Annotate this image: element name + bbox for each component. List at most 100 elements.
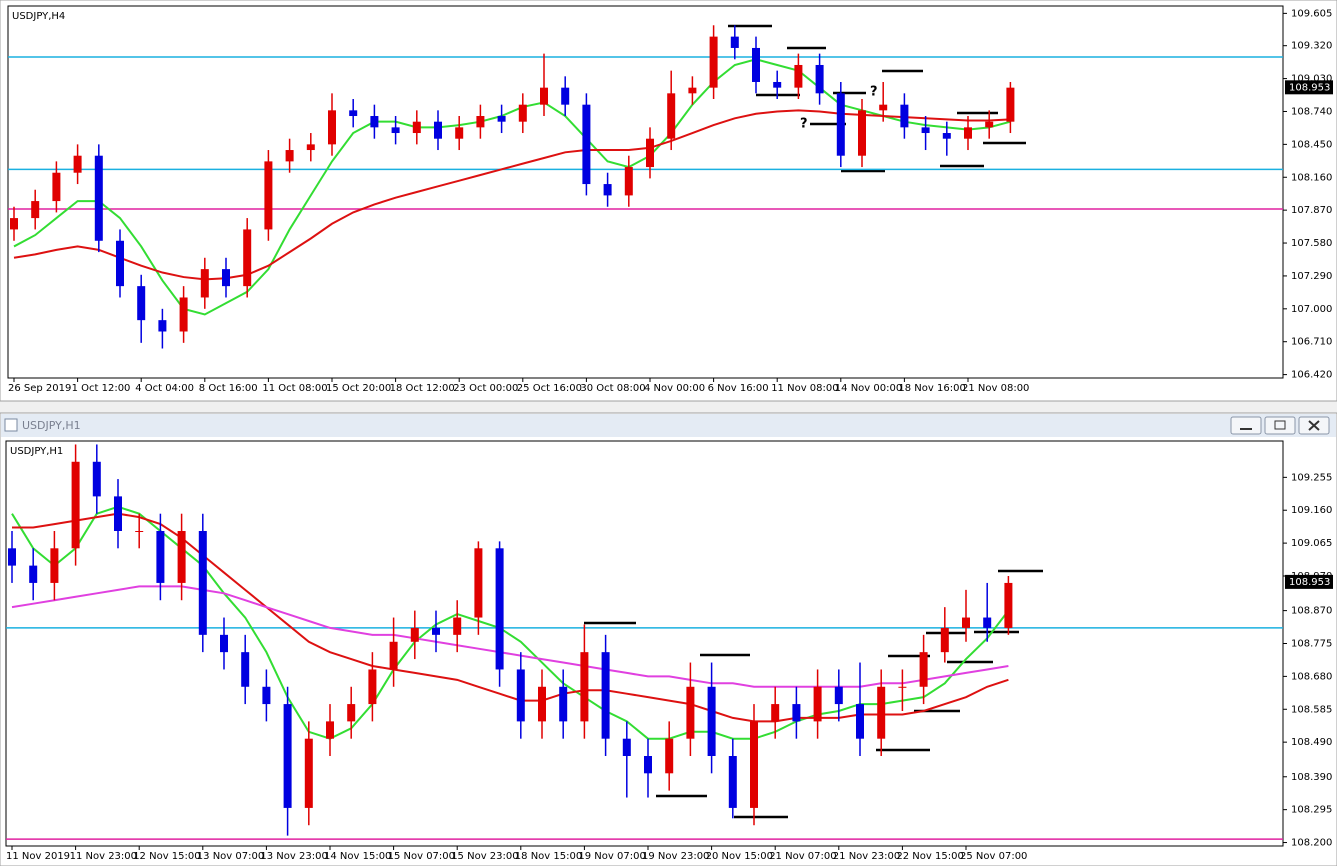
candle-body xyxy=(879,104,888,111)
candle-body xyxy=(667,93,676,139)
candle-body xyxy=(622,738,631,756)
candle-body xyxy=(391,127,400,134)
last-price-box xyxy=(1285,574,1333,589)
x-tick-label: 18 Nov 16:00 xyxy=(898,383,965,394)
x-tick-label: 12 Nov 15:00 xyxy=(133,851,200,862)
candle-body xyxy=(412,121,421,134)
candle-body xyxy=(495,548,504,670)
candle-body xyxy=(94,155,103,241)
candle-body xyxy=(624,167,633,196)
candle-body xyxy=(582,104,591,185)
candle-body xyxy=(962,617,970,628)
y-tick-label: 108.740 xyxy=(1291,106,1332,117)
y-tick-label: 108.390 xyxy=(1291,772,1332,783)
x-tick-label: 15 Oct 20:00 xyxy=(326,383,391,394)
x-tick-label: 26 Sep 2019 xyxy=(8,383,71,394)
candle-body xyxy=(156,531,165,583)
candle-body xyxy=(898,686,907,688)
y-tick-label: 109.255 xyxy=(1291,472,1332,483)
candle-body xyxy=(815,64,824,94)
candle-body xyxy=(389,641,398,670)
chart: USDJPY,H4 109.605 109.320 109.030 108.740 108… xyxy=(8,8,1333,394)
candle-body xyxy=(304,738,313,808)
candle-body xyxy=(921,127,930,134)
y-tick-label: 107.580 xyxy=(1291,238,1332,249)
x-tick-label: 21 Nov 07:00 xyxy=(769,851,836,862)
candle-body xyxy=(177,531,186,583)
candle-body xyxy=(983,617,992,628)
candle-body xyxy=(644,756,652,774)
candle-body xyxy=(646,138,654,168)
x-tick-label: 4 Nov 00:00 xyxy=(644,383,705,394)
candle-body xyxy=(474,548,483,618)
candle-body xyxy=(220,634,228,653)
candle-body xyxy=(750,721,758,808)
h4-plot-frame xyxy=(7,5,1284,379)
restore-button[interactable] xyxy=(1264,416,1296,435)
candle-body xyxy=(455,127,464,139)
y-tick-label: 107.870 xyxy=(1291,205,1332,216)
close-icon xyxy=(1308,420,1320,431)
y-tick-label: 108.490 xyxy=(1291,737,1332,748)
x-tick-label: 11 Nov 08:00 xyxy=(771,383,838,394)
candle-body xyxy=(326,721,334,739)
x-tick-label: 15 Nov 07:00 xyxy=(388,851,455,862)
candle-body xyxy=(792,704,801,722)
chart-title: USDJPY,H4 xyxy=(12,11,65,22)
candle-body xyxy=(559,686,568,722)
restore-icon xyxy=(1274,420,1286,430)
drawn-markers xyxy=(584,24,1043,819)
y-tick-label: 106.420 xyxy=(1291,370,1332,381)
candle-body xyxy=(665,738,674,774)
y-tick-label: 108.585 xyxy=(1291,704,1332,715)
candle-body xyxy=(137,286,146,321)
h1-titlebar xyxy=(1,414,1336,437)
candle-body xyxy=(603,184,612,196)
candle-body xyxy=(50,548,59,583)
y-tick-label: 108.775 xyxy=(1291,639,1332,650)
y-tick-label: 108.160 xyxy=(1291,172,1332,183)
candle-body xyxy=(476,116,485,128)
x-tick-label: 19 Nov 23:00 xyxy=(642,851,709,862)
candle-body xyxy=(200,269,209,298)
candle-body xyxy=(370,116,379,128)
candle-body xyxy=(222,269,230,287)
x-tick-label: 22 Nov 15:00 xyxy=(896,851,963,862)
candle-body xyxy=(283,704,292,808)
candle-body xyxy=(306,144,315,151)
candle-body xyxy=(877,686,886,739)
annotation: ? xyxy=(870,85,878,100)
candle-body xyxy=(773,81,782,88)
candle-body xyxy=(516,669,525,722)
last-price-label: 108.953 xyxy=(1289,577,1330,588)
candle-body xyxy=(71,461,80,549)
candle-body xyxy=(453,617,462,635)
x-tick-label: 14 Nov 00:00 xyxy=(835,383,902,394)
window-title: USDJPY,H1 xyxy=(22,419,81,432)
candle-body xyxy=(919,652,928,687)
candle-body xyxy=(29,565,38,583)
x-tick-label: 14 Nov 15:00 xyxy=(324,851,391,862)
candle-body xyxy=(771,704,780,722)
candle-body xyxy=(328,110,336,145)
candle-body xyxy=(410,627,419,642)
candle-body xyxy=(432,627,440,635)
x-tick-label: 8 Oct 16:00 xyxy=(199,383,258,394)
x-tick-label: 11 Oct 08:00 xyxy=(262,383,327,394)
candle-body xyxy=(241,652,250,687)
candle-body xyxy=(31,201,40,219)
x-tick-label: 13 Nov 07:00 xyxy=(197,851,264,862)
candle-body xyxy=(794,64,803,88)
x-tick-label: 19 Nov 07:00 xyxy=(578,851,645,862)
candle-body xyxy=(752,47,760,82)
x-tick-label: 6 Nov 16:00 xyxy=(708,383,769,394)
candle-body xyxy=(834,686,843,705)
candle-body xyxy=(942,133,951,139)
candle-body xyxy=(1006,87,1015,122)
minimize-button[interactable] xyxy=(1230,416,1262,435)
y-tick-label: 109.030 xyxy=(1291,74,1332,85)
x-tick-label: 13 Nov 23:00 xyxy=(260,851,327,862)
window-buttons[interactable] xyxy=(1230,416,1330,435)
candle-body xyxy=(116,240,124,287)
